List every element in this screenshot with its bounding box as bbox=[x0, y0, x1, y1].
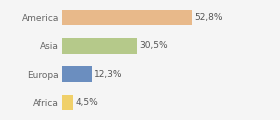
Bar bbox=[62, 38, 137, 54]
Text: 52,8%: 52,8% bbox=[194, 13, 223, 22]
Text: 4,5%: 4,5% bbox=[75, 98, 98, 107]
Bar bbox=[62, 95, 73, 110]
Text: 30,5%: 30,5% bbox=[139, 41, 168, 50]
Text: 12,3%: 12,3% bbox=[94, 70, 123, 79]
Bar bbox=[62, 66, 92, 82]
Bar bbox=[62, 10, 192, 25]
